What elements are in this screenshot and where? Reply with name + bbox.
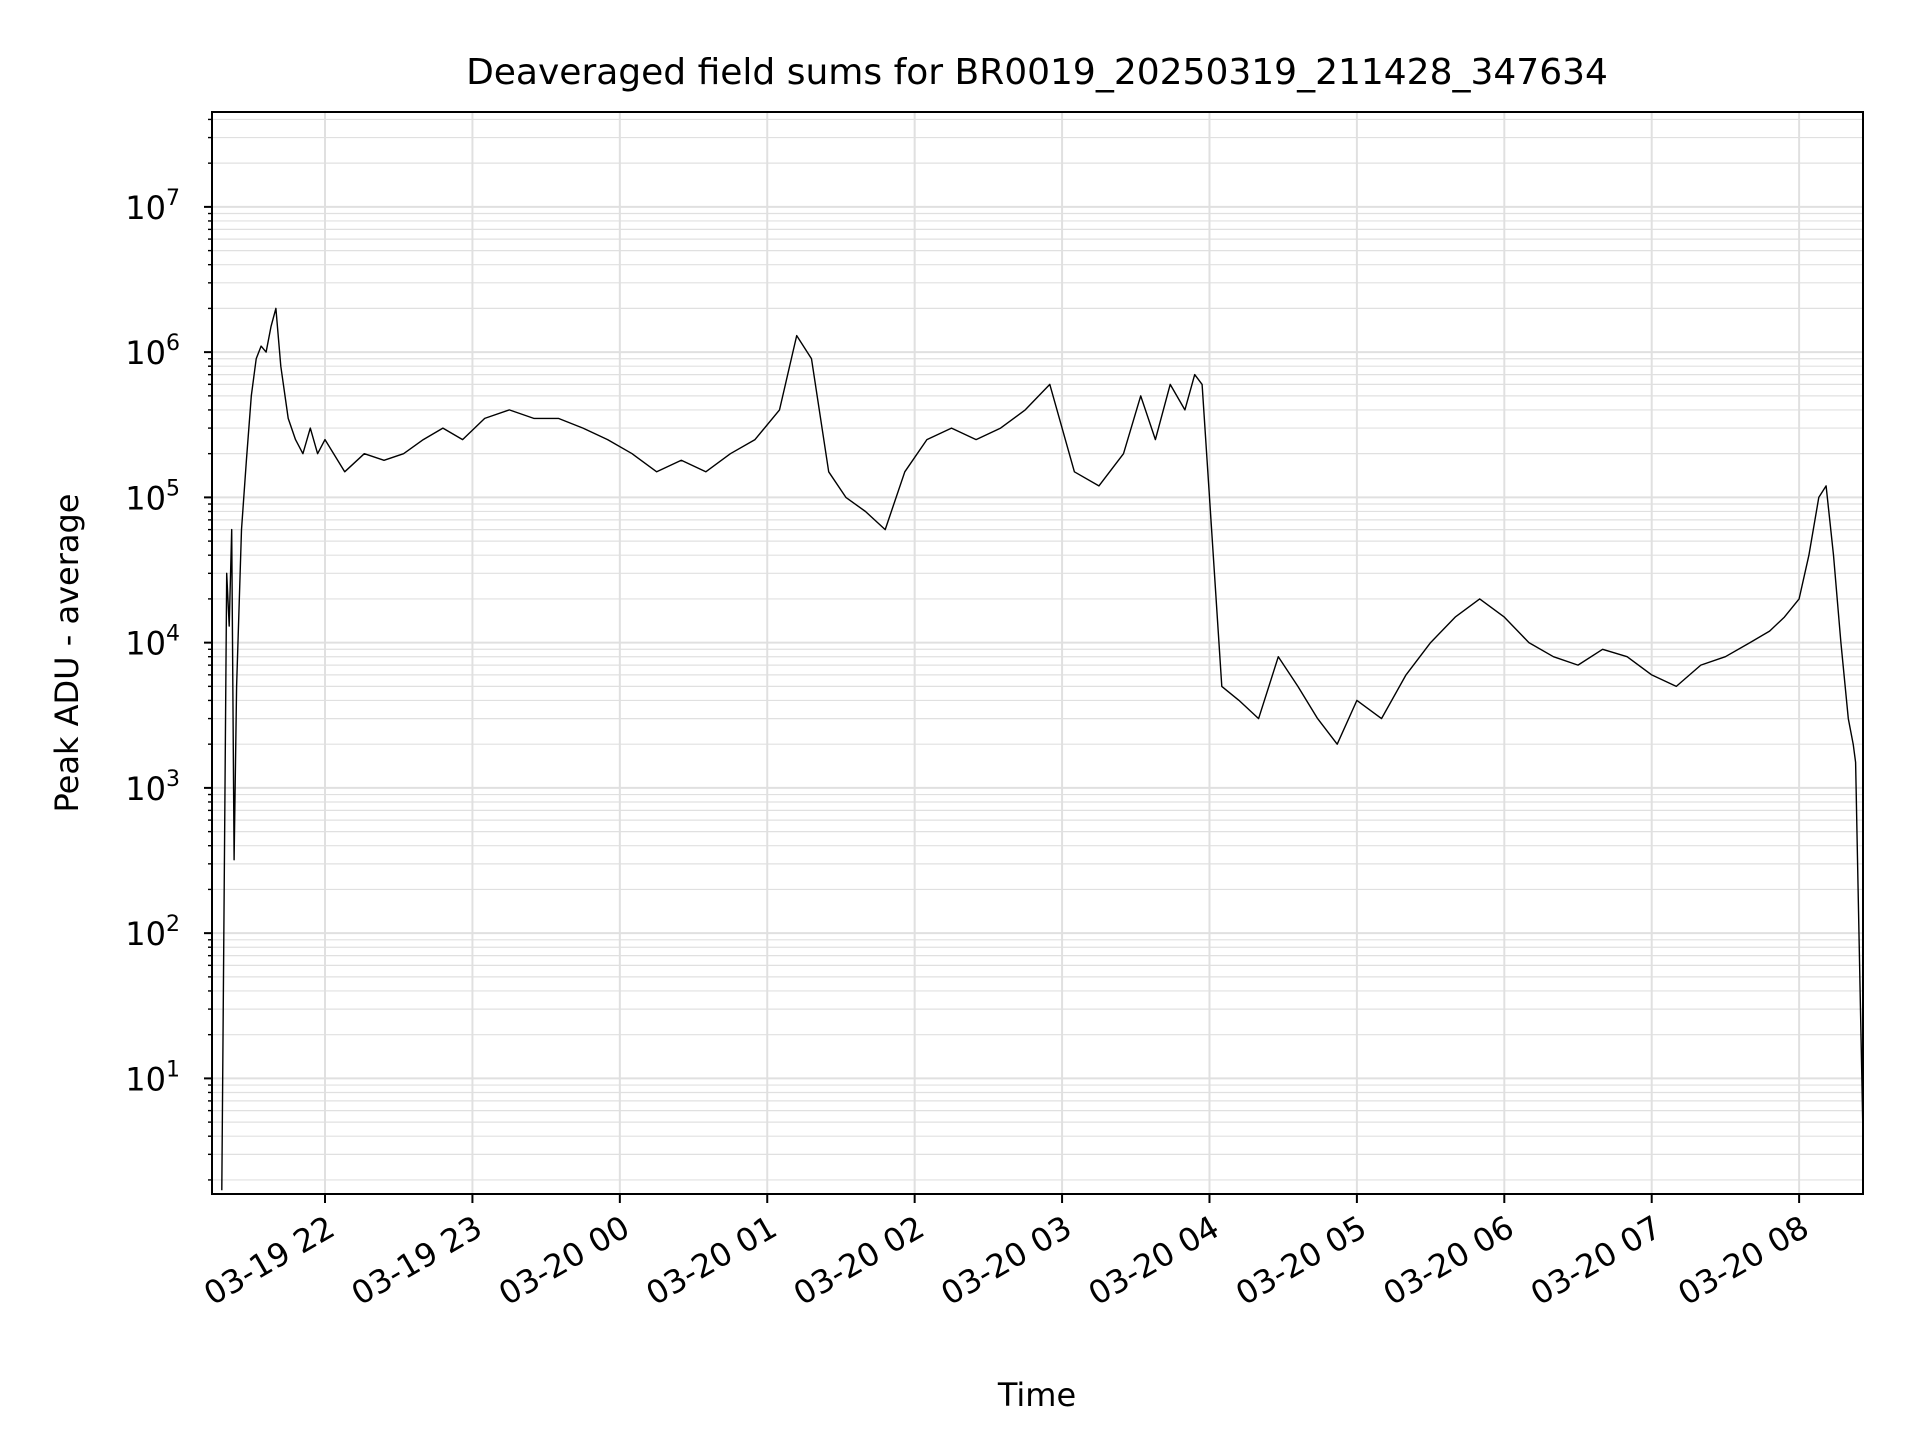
- x-tick-label: 03-20 07: [1524, 1208, 1668, 1313]
- series-line: [221, 307, 1864, 1191]
- x-tick-label: 03-20 08: [1672, 1208, 1816, 1313]
- grid: [212, 112, 1863, 1194]
- y-tick-label: 106: [125, 331, 180, 372]
- y-tick-label: 104: [125, 622, 180, 663]
- x-tick-label: 03-20 00: [492, 1208, 636, 1313]
- x-tick-label: 03-20 02: [787, 1208, 931, 1313]
- x-tick-label: 03-20 05: [1229, 1208, 1373, 1313]
- y-tick-label: 101: [125, 1057, 180, 1098]
- y-axis-label: Peak ADU - average: [48, 494, 86, 813]
- x-axis: 03-19 22 03-19 23 03-20 00 03-20 01 03-20 02…: [197, 1194, 1815, 1313]
- y-tick-label: 107: [125, 186, 180, 227]
- x-tick-label: 03-19 23: [345, 1208, 489, 1313]
- plot-frame: [211, 111, 1864, 1195]
- y-tick-label: 103: [125, 767, 180, 808]
- chart-title: Deaveraged field sums for BR0019_2025031…: [466, 52, 1608, 93]
- y-tick-label: 105: [125, 476, 180, 517]
- x-tick-label: 03-20 06: [1377, 1208, 1521, 1313]
- x-axis-label: Time: [997, 1376, 1076, 1414]
- y-axis: 101 102 103 104 105 106 107: [125, 118, 212, 1181]
- x-tick-label: 03-20 04: [1082, 1208, 1226, 1313]
- x-tick-label: 03-19 22: [197, 1208, 341, 1313]
- x-tick-label: 03-20 01: [640, 1208, 784, 1313]
- x-tick-label: 03-20 03: [934, 1208, 1078, 1313]
- y-tick-label: 102: [125, 912, 180, 953]
